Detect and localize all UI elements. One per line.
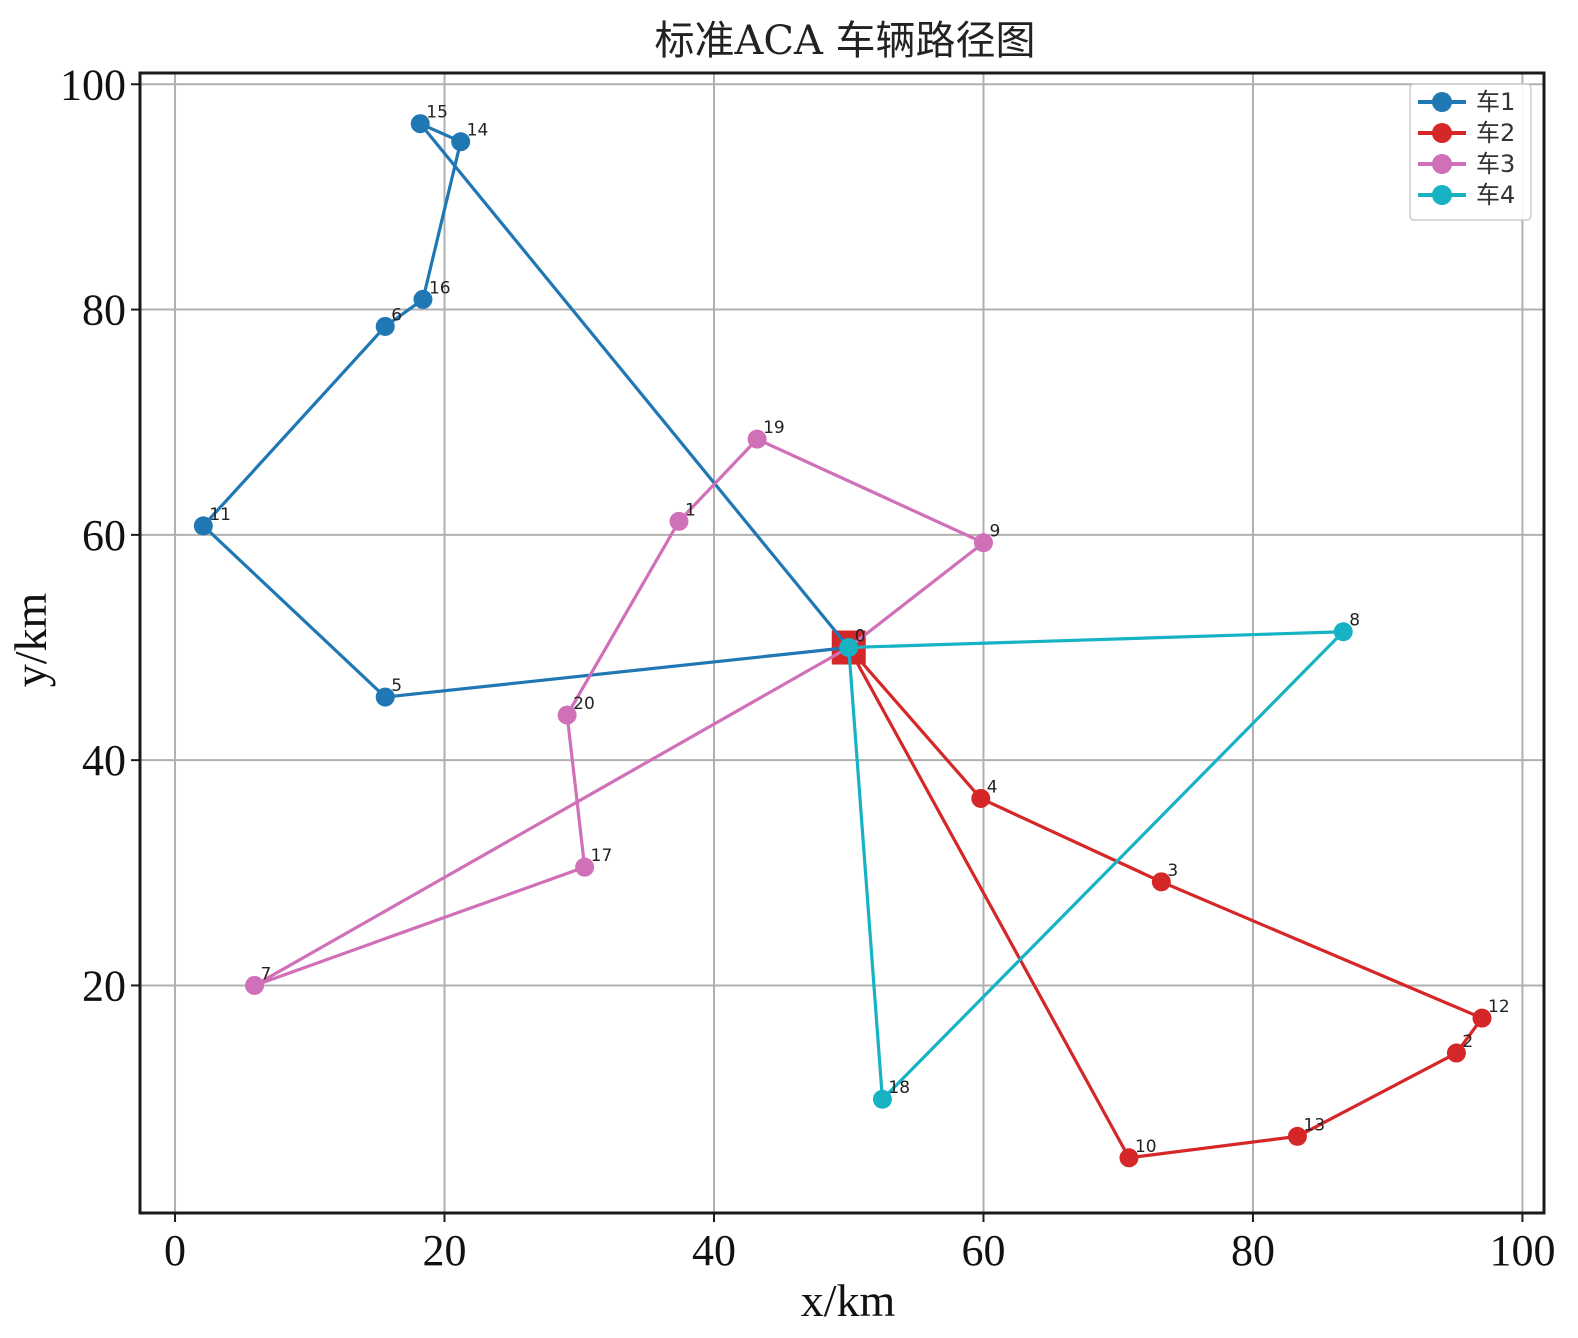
legend: 车1 车2 车3 车4: [1409, 83, 1532, 221]
point-labels: 5 11 6 16 14 15 4 3 12 2 13 10 9 19 1 20 17 7 8 18 0: [209, 103, 1509, 1157]
x-tick-label: 40: [692, 1226, 736, 1275]
point-label: 5: [391, 676, 402, 696]
data-point: [669, 511, 689, 531]
plot-frame: [138, 71, 1546, 1215]
x-tick-label: 0: [164, 1226, 186, 1275]
data-point: [575, 857, 595, 877]
point-label: 10: [1135, 1137, 1157, 1157]
point-label: 7: [261, 964, 272, 984]
data-point: [971, 788, 991, 808]
legend-item: 车3: [1418, 150, 1515, 178]
series-line: [847, 646, 1484, 1160]
data-point: [557, 705, 577, 725]
data-point: [193, 516, 213, 536]
point-label: 4: [987, 777, 998, 797]
data-point: [1151, 872, 1171, 892]
series-line: [201, 122, 850, 699]
series-4: [847, 622, 1353, 1109]
point-label: 12: [1488, 997, 1510, 1017]
chart-title: 标准ACA 车辆路径图: [654, 18, 1035, 64]
legend-marker: [1432, 92, 1452, 112]
point-label: 9: [989, 522, 1000, 542]
point-label: 20: [573, 694, 595, 714]
legend-label: 车2: [1476, 119, 1515, 147]
depot-point: [839, 638, 859, 658]
x-tick-label: 80: [1231, 1226, 1275, 1275]
point-label: 13: [1303, 1115, 1325, 1135]
data-point: [451, 132, 471, 152]
grid: [140, 73, 1544, 1213]
legend-label: 车3: [1476, 150, 1515, 178]
point-label: 18: [888, 1078, 910, 1098]
y-tick-label: 20: [82, 961, 126, 1010]
data-point: [410, 114, 430, 134]
data-point: [1119, 1148, 1139, 1168]
x-tick-label: 60: [961, 1226, 1005, 1275]
legend-item: 车4: [1418, 181, 1515, 209]
data-point: [375, 316, 395, 336]
series-3: [245, 429, 993, 995]
data-point: [1333, 622, 1353, 642]
legend-marker: [1432, 154, 1452, 174]
legend-marker: [1432, 123, 1452, 143]
data-point: [973, 533, 993, 553]
y-tick-label: 60: [82, 511, 126, 560]
point-label: 14: [467, 121, 489, 141]
x-axis-label: x/km: [801, 1275, 896, 1326]
point-label: 16: [429, 278, 451, 298]
series-line: [847, 630, 1345, 1101]
data-point: [747, 429, 767, 449]
series-2: [847, 646, 1492, 1168]
y-tick-label: 100: [60, 60, 126, 109]
point-label: 8: [1349, 611, 1360, 631]
y-tick-label: 40: [82, 736, 126, 785]
data-point: [413, 289, 433, 309]
legend-label: 车1: [1476, 88, 1515, 116]
data-point: [1287, 1126, 1307, 1146]
legend-label: 车4: [1476, 181, 1515, 209]
data-point: [1446, 1043, 1466, 1063]
legend-marker: [1432, 185, 1452, 205]
point-label: 19: [763, 418, 785, 438]
x-tick-label: 100: [1489, 1226, 1555, 1275]
data-point: [375, 687, 395, 707]
legend-item: 车2: [1418, 119, 1515, 147]
data-point: [245, 975, 265, 995]
point-label: 17: [591, 846, 613, 866]
data-point: [872, 1089, 892, 1109]
data-point: [1472, 1008, 1492, 1028]
series-layer: [193, 114, 1492, 1168]
point-label: 1: [685, 500, 696, 520]
point-label: 15: [426, 103, 448, 123]
x-tick-label: 20: [423, 1226, 467, 1275]
depot-label: 0: [855, 627, 866, 647]
point-label: 2: [1462, 1032, 1473, 1052]
series-1: [193, 114, 850, 707]
point-label: 3: [1167, 861, 1178, 881]
point-label: 6: [391, 305, 402, 325]
legend-item: 车1: [1418, 88, 1515, 116]
y-tick-label: 80: [82, 286, 126, 335]
point-label: 11: [209, 505, 231, 525]
y-axis-label: y/km: [5, 593, 56, 688]
series-line: [252, 437, 986, 988]
